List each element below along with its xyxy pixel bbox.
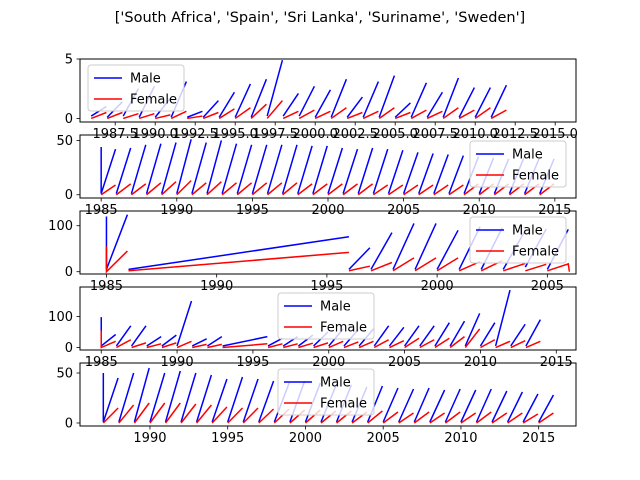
series-line-female — [100, 180, 555, 196]
y-tick-label: 0 — [65, 188, 73, 203]
y-tick-label: 0 — [65, 112, 73, 127]
x-tick-label: 2010 — [444, 431, 477, 446]
y-tick-label: 5 — [65, 53, 73, 68]
axes-frame — [79, 362, 577, 427]
legend-label-female: Female — [320, 397, 367, 412]
legend: Male Female — [469, 216, 567, 264]
x-tick-label: 2005 — [367, 431, 400, 446]
figure-title: ['South Africa', 'Spain', 'Sri Lanka', '… — [115, 10, 525, 26]
legend-label-male: Male — [512, 224, 543, 239]
y-tick-label: 0 — [65, 265, 73, 280]
series-line-female — [105, 246, 571, 274]
legend: Male Female — [469, 140, 567, 188]
legend: Male Female — [87, 64, 185, 112]
y-tick-label: 0 — [65, 341, 73, 356]
y-tick-label: 0 — [65, 417, 73, 432]
legend-label-male: Male — [320, 300, 351, 315]
x-tick-label: 1990 — [133, 431, 166, 446]
y-tick-label: 50 — [56, 134, 73, 149]
subplot-4: 1985 1990 1995 2000 2005 2010 20150100MaleFema… — [48, 286, 577, 370]
x-tick-label: 1995 — [211, 431, 244, 446]
axes-frame — [79, 58, 577, 123]
legend-label-male: Male — [512, 148, 543, 163]
legend: Male Female — [277, 292, 375, 340]
series-line-female — [100, 328, 541, 349]
legend-label-female: Female — [320, 321, 367, 336]
legend-label-female: Female — [512, 169, 559, 184]
x-tick-label: 2015 — [522, 431, 555, 446]
legend-label-male: Male — [130, 72, 161, 87]
subplot-1: 1987.51990.01992.51995.01997.52000.02002… — [65, 53, 578, 143]
series-line-female — [102, 402, 554, 424]
subplot-2: 1985 1990 1995 2000 2005 2010 2015050MaleFemal… — [56, 134, 577, 218]
y-tick-label: 50 — [56, 367, 73, 382]
series-line-female — [90, 100, 507, 120]
axes-frame — [79, 210, 577, 275]
legend-label-male: Male — [320, 376, 351, 391]
subplot-5: 1990 1995 2000 2005 2010 2015 0 50 Male Female — [56, 362, 577, 446]
x-tick-label: 2000 — [289, 431, 322, 446]
y-tick-label: 100 — [48, 219, 73, 234]
legend: Male Female — [277, 368, 375, 416]
legend-label-female: Female — [130, 93, 177, 108]
y-tick-label: 100 — [48, 310, 73, 325]
legend-label-female: Female — [512, 245, 559, 260]
axes-frame — [79, 286, 577, 351]
